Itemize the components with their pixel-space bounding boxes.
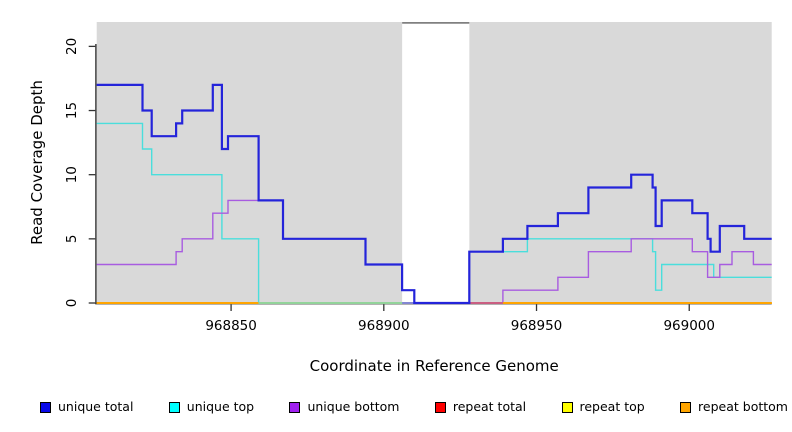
y-axis-title: Read Coverage Depth — [28, 80, 46, 245]
x-tick-label: 969000 — [663, 318, 715, 334]
legend-label: unique top — [186, 398, 255, 414]
gap-band — [402, 22, 470, 303]
chart-legend: unique total unique top unique bottom repea… — [40, 398, 788, 416]
x-tick-label: 968950 — [511, 318, 563, 334]
legend-item-unique-bottom: unique bottom — [289, 398, 400, 414]
legend-label: repeat total — [452, 398, 527, 414]
legend-item-repeat-bottom: repeat bottom — [680, 398, 788, 414]
legend-swatch-repeat-bottom — [680, 401, 692, 413]
series-unique-bottom — [96, 199, 772, 304]
series-unique-total — [96, 83, 772, 305]
legend-swatch-unique-total — [40, 401, 51, 413]
legend-item-unique-top: unique top — [168, 398, 255, 414]
legend-swatch-repeat-total — [434, 401, 446, 413]
legend-label: unique bottom — [307, 398, 400, 414]
legend-swatch-unique-bottom — [289, 401, 301, 413]
x-tick-label: 968900 — [358, 318, 410, 334]
legend-item-repeat-top: repeat top — [561, 398, 645, 414]
y-tick-label: 15 — [64, 102, 80, 119]
legend-item-unique-total: unique total — [40, 398, 134, 414]
y-tick-label: 5 — [64, 235, 80, 244]
coverage-chart: 968850 968900 968950 969000 0 5 10 15 20 Coordina… — [28, 21, 772, 375]
legend-item-repeat-total: repeat total — [434, 398, 527, 414]
x-tick-label: 968850 — [205, 318, 257, 334]
legend-label: unique total — [58, 398, 134, 414]
x-axis-title: Coordinate in Reference Genome — [310, 357, 559, 375]
legend-label: repeat top — [579, 398, 645, 414]
legend-swatch-unique-top — [168, 401, 180, 413]
legend-label: repeat bottom — [698, 398, 788, 414]
legend-swatch-repeat-top — [561, 401, 573, 413]
y-tick-label: 0 — [64, 299, 80, 308]
y-tick-label: 10 — [64, 166, 80, 183]
y-tick-label: 20 — [64, 38, 80, 55]
